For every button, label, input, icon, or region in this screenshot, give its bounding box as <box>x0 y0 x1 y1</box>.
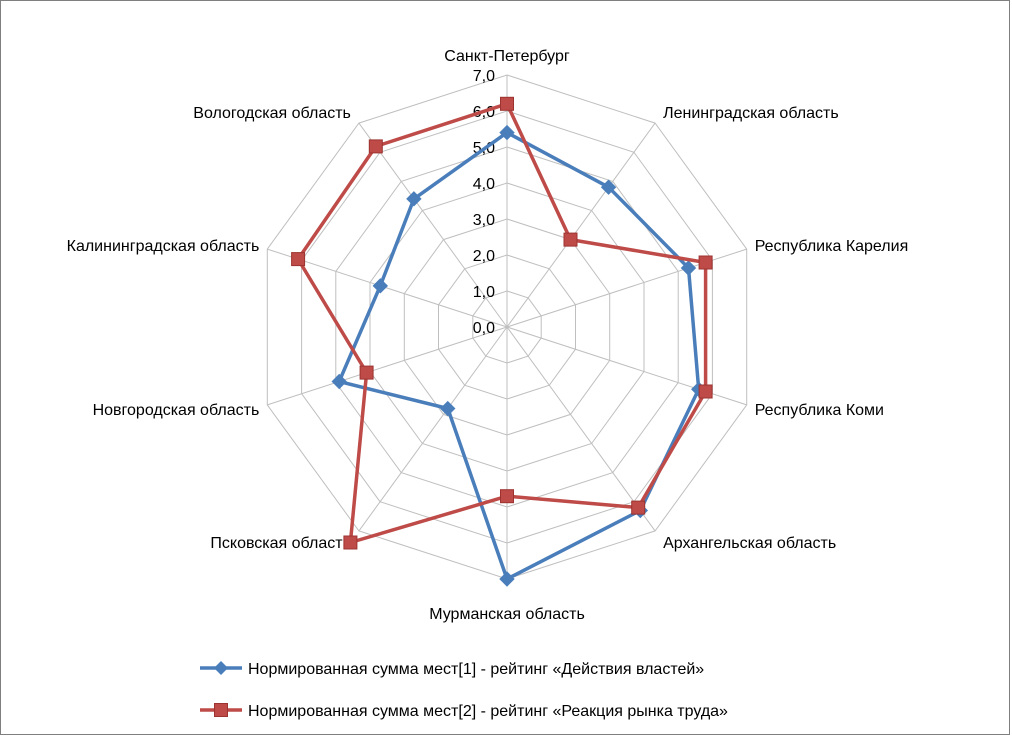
category-label: Калининградская область <box>67 238 260 255</box>
data-point-square <box>291 252 306 267</box>
grid-spoke <box>358 326 508 532</box>
legend-marker-square <box>214 703 228 717</box>
category-label: Вологодская область <box>193 105 351 122</box>
series-2 <box>291 96 713 550</box>
radar-grid <box>266 74 748 580</box>
data-point-diamond <box>331 373 347 390</box>
tick-label: 0,0 <box>473 320 495 337</box>
series-layer <box>291 96 713 587</box>
grid-spoke <box>506 122 656 328</box>
data-point-square <box>698 255 713 270</box>
data-point-diamond <box>680 260 697 276</box>
tick-label: 1,0 <box>473 284 495 301</box>
data-point-diamond <box>499 571 515 587</box>
legend-entry-2: Нормированная сумма мест[2] - рейтинг «Р… <box>200 703 728 720</box>
legend-marker-diamond <box>214 661 228 675</box>
data-point-square <box>500 96 514 111</box>
legend-label: Нормированная сумма мест[1] - рейтинг «Д… <box>248 661 704 678</box>
data-point-diamond <box>600 179 617 195</box>
category-label: Архангельская область <box>663 535 836 552</box>
data-point-diamond <box>440 400 456 417</box>
grid-spoke <box>267 326 508 406</box>
category-label: Санкт-Петербург <box>444 48 570 65</box>
category-labels: Санкт-Петербург Ленинградская область Респ… <box>67 48 909 623</box>
series-1 <box>331 124 707 587</box>
tick-label: 3,0 <box>473 212 495 229</box>
category-label: Республика Коми <box>755 402 884 419</box>
category-label: Ленинградская область <box>663 105 839 122</box>
category-label: Республика Карелия <box>755 238 909 255</box>
category-label: Новгородская область <box>93 402 260 419</box>
grid-spoke <box>506 326 656 532</box>
legend-label: Нормированная сумма мест[2] - рейтинг «Р… <box>248 703 728 720</box>
legend: Нормированная сумма мест[1] - рейтинг «Д… <box>200 661 728 720</box>
tick-label: 4,0 <box>473 176 495 193</box>
data-point-square <box>500 489 514 504</box>
data-point-square <box>359 365 374 380</box>
data-point-square <box>631 500 646 515</box>
data-point-diamond <box>499 124 515 141</box>
grid-spoke <box>267 248 508 328</box>
data-point-square <box>698 384 713 399</box>
data-point-diamond <box>372 278 389 294</box>
data-point-diamond <box>406 191 422 207</box>
data-point-square <box>343 535 358 550</box>
legend-entry-1: Нормированная сумма мест[1] - рейтинг «Д… <box>200 661 704 678</box>
tick-label: 7,0 <box>473 68 495 85</box>
data-point-square <box>368 139 383 154</box>
category-label: Псковская область <box>210 535 351 552</box>
tick-label: 2,0 <box>473 248 495 265</box>
grid-spoke <box>358 122 508 328</box>
data-point-square <box>563 232 578 247</box>
category-label: Мурманская область <box>429 606 585 623</box>
